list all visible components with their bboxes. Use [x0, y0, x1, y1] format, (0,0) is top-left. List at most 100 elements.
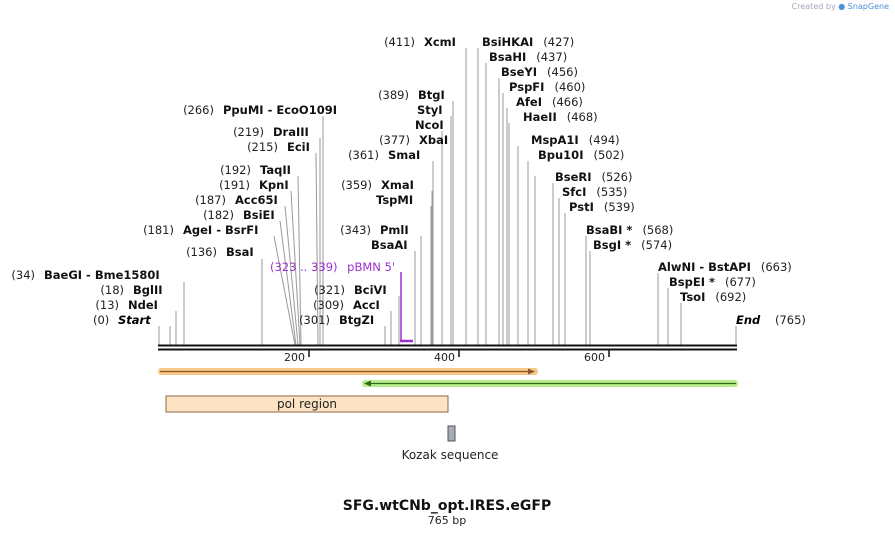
- enzyme-name: AgeI - BsrFI: [183, 223, 258, 237]
- enzyme-bsihkai[interactable]: BsiHKAI (427): [482, 35, 574, 49]
- enzyme-bseri[interactable]: BseRI (526): [555, 170, 632, 184]
- feature-arrow-reverse[interactable]: [362, 380, 738, 387]
- enzyme-position: (301): [299, 313, 330, 327]
- enzyme-position: (460): [554, 80, 585, 94]
- enzyme-bsahi[interactable]: BsaHI (437): [489, 50, 567, 64]
- enzyme-xbai[interactable]: XbaI (377): [379, 133, 448, 147]
- primer-pbmn5[interactable]: (323 .. 339) pBMN 5': [270, 260, 413, 343]
- enzyme-ndei[interactable]: NdeI (13): [95, 298, 158, 312]
- feature-pol-region[interactable]: pol region: [165, 395, 449, 413]
- primer-range: (323 .. 339): [270, 260, 338, 274]
- enzyme-bseyi[interactable]: BseYI (456): [501, 65, 578, 79]
- enzyme-position: (692): [715, 290, 746, 304]
- enzyme-mspa1i[interactable]: MspA1I (494): [531, 133, 620, 147]
- enzyme-pspfi[interactable]: PspFI (460): [509, 80, 585, 94]
- enzyme-position: (359): [341, 178, 372, 192]
- enzyme-bpu10i[interactable]: Bpu10I (502): [538, 148, 624, 162]
- enzyme-name: BglII: [133, 283, 163, 297]
- enzyme-name: AccI: [353, 298, 380, 312]
- enzyme-acc65i[interactable]: Acc65I (187): [195, 193, 278, 207]
- enzyme-taqii[interactable]: TaqII (192): [220, 163, 291, 177]
- enzyme-bsaai[interactable]: BsaAI: [371, 238, 408, 252]
- start-marker: (0) Start: [93, 313, 151, 327]
- enzyme-position: (343): [340, 223, 371, 237]
- enzyme-ppumi[interactable]: PpuMI - EcoO109I (266): [183, 103, 337, 117]
- enzyme-xcmi[interactable]: XcmI (411): [384, 35, 456, 49]
- enzyme-xmai[interactable]: XmaI (359): [341, 178, 414, 192]
- enzyme-name: BaeGI - Bme1580I: [44, 268, 160, 282]
- tick-label: 400: [434, 351, 455, 364]
- sequence-title: SFG.wtCNb_opt.IRES.eGFP: [343, 498, 552, 514]
- enzyme-ncoi[interactable]: NcoI: [415, 118, 444, 132]
- enzyme-position: (136): [186, 245, 217, 259]
- start-pos: (0): [93, 313, 109, 327]
- enzyme-haeii[interactable]: HaeII (468): [523, 110, 598, 124]
- enzyme-name: BsiHKAI: [482, 35, 533, 49]
- enzyme-btgzi[interactable]: BtgZI (301): [299, 313, 374, 327]
- enzyme-bsabi[interactable]: BsaBI * (568): [586, 223, 673, 237]
- enzyme-name: Bpu10I: [538, 148, 583, 162]
- snapgene-credit: Created by ● SnapGene: [792, 2, 889, 11]
- credit-brand: SnapGene: [847, 2, 889, 11]
- feature-kozak[interactable]: Kozak sequence: [402, 425, 499, 462]
- enzyme-name: DraIII: [273, 125, 309, 139]
- enzyme-draiii[interactable]: DraIII (219): [233, 125, 309, 139]
- enzyme-bcivi[interactable]: BciVI (321): [314, 283, 387, 297]
- enzyme-position: (18): [100, 283, 124, 297]
- enzyme-afei[interactable]: AfeI (466): [516, 95, 583, 109]
- pol-region-label: pol region: [277, 397, 337, 411]
- enzyme-name: BsaBI *: [586, 223, 632, 237]
- enzyme-name: BsaHI: [489, 50, 526, 64]
- enzyme-agei[interactable]: AgeI - BsrFI (181): [143, 223, 258, 237]
- enzyme-position: (494): [589, 133, 620, 147]
- enzyme-position: (321): [314, 283, 345, 297]
- enzyme-position: (192): [220, 163, 251, 177]
- enzyme-pmli[interactable]: PmlI (343): [340, 223, 409, 237]
- enzyme-btgi[interactable]: BtgI (389): [378, 88, 445, 102]
- enzyme-ecii[interactable]: EciI (215): [247, 140, 310, 154]
- enzyme-tspmi[interactable]: TspMI: [376, 193, 413, 207]
- enzyme-name: BsaI: [226, 245, 254, 259]
- enzyme-position: (456): [547, 65, 578, 79]
- enzyme-psti[interactable]: PstI (539): [569, 200, 635, 214]
- enzyme-name: NcoI: [415, 118, 444, 132]
- feature-arrow-forward[interactable]: [158, 368, 538, 375]
- enzyme-name: BtgZI: [339, 313, 374, 327]
- sequence-backbone: [158, 344, 737, 351]
- end-marker: End (765): [736, 313, 806, 327]
- enzyme-position: (574): [641, 238, 672, 252]
- enzyme-tsoi[interactable]: TsoI (692): [680, 290, 746, 304]
- enzyme-labels: BaeGI - Bme1580I (34) BglII (18) NdeI (13) Age…: [11, 35, 791, 327]
- enzyme-name: BsgI *: [593, 238, 631, 252]
- primer-name: pBMN 5': [347, 260, 395, 274]
- enzyme-sfci[interactable]: SfcI (535): [562, 185, 627, 199]
- enzyme-alwni[interactable]: AlwNI - BstAPI (663): [658, 260, 792, 274]
- enzyme-position: (568): [642, 223, 673, 237]
- enzyme-styi[interactable]: StyI: [417, 103, 443, 117]
- kozak-label: Kozak sequence: [402, 448, 499, 462]
- enzyme-baegi[interactable]: BaeGI - Bme1580I (34): [11, 268, 159, 282]
- enzyme-name: BspEI *: [669, 275, 715, 289]
- enzyme-position: (468): [567, 110, 598, 124]
- enzyme-name: XbaI: [419, 133, 448, 147]
- enzyme-position: (466): [552, 95, 583, 109]
- enzyme-name: MspA1I: [531, 133, 579, 147]
- enzyme-smai[interactable]: SmaI (361): [348, 148, 420, 162]
- cut-site-lines: [158, 48, 737, 346]
- enzyme-position: (219): [233, 125, 264, 139]
- enzyme-position: (526): [602, 170, 633, 184]
- enzyme-bglii[interactable]: BglII (18): [100, 283, 162, 297]
- enzyme-kpni[interactable]: KpnI (191): [219, 178, 289, 192]
- start-label: Start: [118, 313, 151, 327]
- enzyme-position: (539): [604, 200, 635, 214]
- enzyme-position: (377): [379, 133, 410, 147]
- enzyme-bspei[interactable]: BspEI * (677): [669, 275, 756, 289]
- enzyme-name: AfeI: [516, 95, 542, 109]
- enzyme-bsgi[interactable]: BsgI * (574): [593, 238, 672, 252]
- enzyme-position: (13): [95, 298, 119, 312]
- enzyme-bsai[interactable]: BsaI (136): [186, 245, 254, 259]
- enzyme-acci[interactable]: AccI (309): [313, 298, 380, 312]
- enzyme-name: TaqII: [260, 163, 291, 177]
- enzyme-bsiei[interactable]: BsiEI (182): [203, 208, 275, 222]
